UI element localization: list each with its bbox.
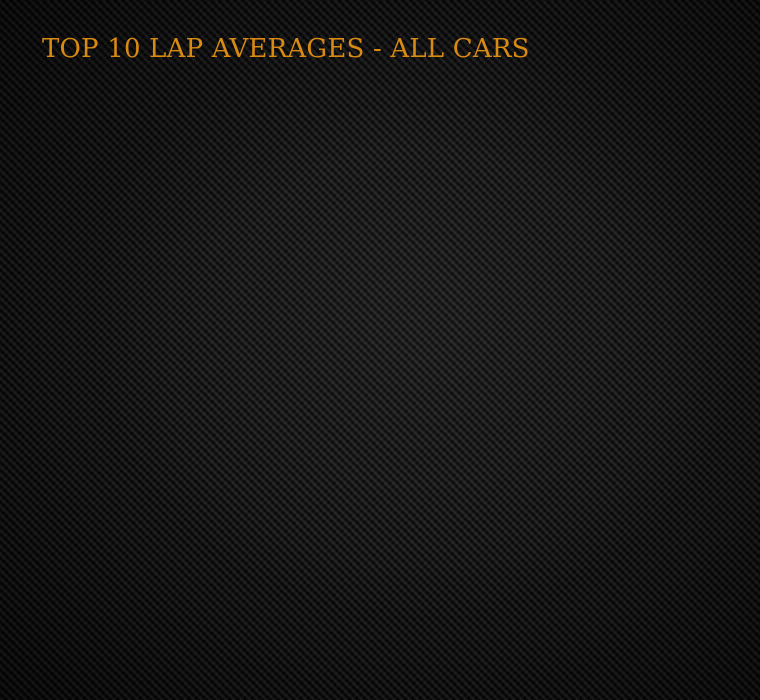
page-title: TOP 10 LAP AVERAGES - ALL CARS	[42, 34, 530, 64]
chart-area-empty	[42, 90, 718, 670]
